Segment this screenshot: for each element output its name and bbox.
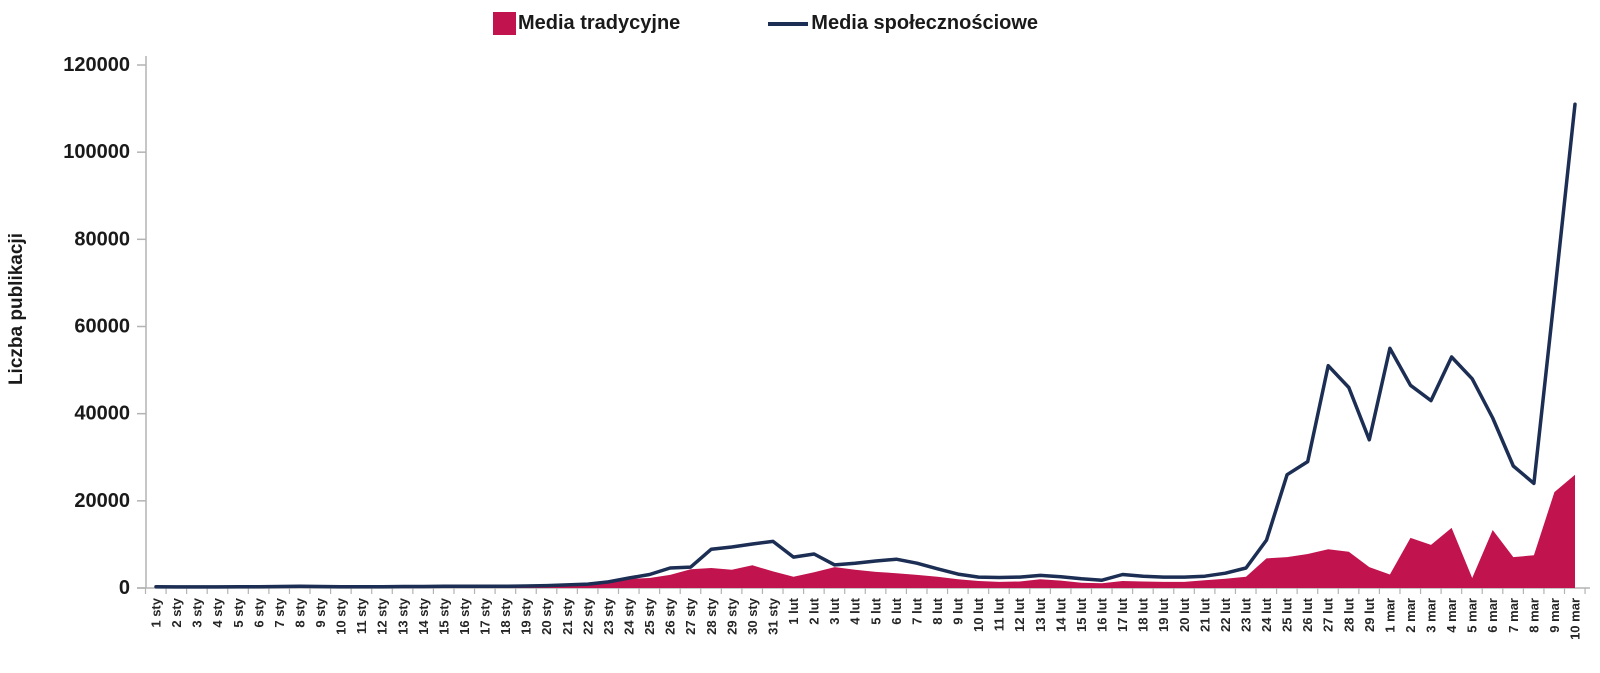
x-tick-label: 2 sty <box>169 597 184 627</box>
x-tick-label: 18 lut <box>1136 597 1151 632</box>
x-tick-label: 3 lut <box>827 597 842 624</box>
x-tick-label: 10 mar <box>1568 598 1583 640</box>
x-tick-label: 11 sty <box>354 597 369 634</box>
x-tick-label: 19 sty <box>519 597 534 635</box>
x-tick-label: 24 lut <box>1259 597 1274 632</box>
x-tick-label: 20 lut <box>1177 597 1192 632</box>
legend-label-media-spolecznosciowe: Media społecznościowe <box>811 12 1039 34</box>
x-tick-label: 21 sty <box>560 597 575 635</box>
line-media-spolecznosciowe <box>154 102 1577 589</box>
x-tick-label: 23 lut <box>1238 597 1253 632</box>
y-tick-label: 120000 <box>63 54 130 76</box>
x-tick-label: 14 lut <box>1053 597 1068 632</box>
x-tick-label: 9 mar <box>1547 598 1562 633</box>
area-media-tradycyjne <box>156 474 1575 588</box>
line-series-swatch-icon <box>768 21 809 26</box>
x-tick-label: 1 sty <box>149 597 164 627</box>
x-tick-label: 22 sty <box>580 597 595 635</box>
x-tick-label: 17 lut <box>1115 597 1130 632</box>
x-tick-label: 12 sty <box>375 597 390 635</box>
y-tick-label: 80000 <box>74 228 130 250</box>
x-tick-label: 25 sty <box>642 597 657 635</box>
x-tick-label: 20 sty <box>539 597 554 635</box>
x-tick-label: 13 lut <box>1033 597 1048 632</box>
x-tick-label: 24 sty <box>622 597 637 635</box>
x-tick-label: 26 lut <box>1300 597 1315 632</box>
x-tick-label: 15 sty <box>436 597 451 635</box>
x-tick-label: 11 lut <box>992 597 1007 631</box>
x-tick-label: 3 sty <box>190 597 205 627</box>
x-tick-label: 8 sty <box>292 597 307 627</box>
x-tick-label: 2 lut <box>807 597 822 624</box>
x-tick-label: 27 sty <box>683 597 698 635</box>
y-tick-label: 20000 <box>74 490 130 512</box>
x-tick-label: 25 lut <box>1280 597 1295 632</box>
x-tick-label: 8 lut <box>930 597 945 624</box>
x-tick-label: 5 mar <box>1465 598 1480 633</box>
x-tick-label: 26 sty <box>663 597 678 635</box>
legend-label-media-tradycyjne: Media tradycyjne <box>518 12 681 34</box>
x-tick-label: 1 lut <box>786 597 801 624</box>
x-tick-label: 27 lut <box>1321 597 1336 632</box>
x-tick-label: 10 lut <box>971 597 986 632</box>
x-tick-label: 1 mar <box>1382 598 1397 633</box>
x-tick-label: 7 mar <box>1506 598 1521 633</box>
area-series-swatch-icon <box>493 12 516 35</box>
y-tick-label: 100000 <box>63 141 130 163</box>
y-tick-label: 0 <box>119 577 130 599</box>
x-tick-label: 2 mar <box>1403 598 1418 633</box>
y-axis-title: Liczba publikacji <box>6 233 27 386</box>
x-tick-label: 22 lut <box>1218 597 1233 632</box>
x-tick-label: 31 sty <box>765 597 780 635</box>
x-tick-label: 30 sty <box>745 597 760 635</box>
x-tick-label: 23 sty <box>601 597 616 635</box>
legend-item-media-spolecznosciowe: Media społecznościowe <box>768 12 1038 35</box>
x-tick-label: 7 lut <box>909 597 924 624</box>
x-tick-label: 13 sty <box>395 597 410 635</box>
x-tick-label: 18 sty <box>498 597 513 635</box>
x-tick-label: 28 sty <box>704 597 719 635</box>
x-tick-label: 4 sty <box>210 597 225 627</box>
x-tick-label: 3 mar <box>1424 598 1439 633</box>
x-tick-label: 8 mar <box>1526 598 1541 633</box>
x-tick-label: 4 lut <box>848 597 863 624</box>
x-tick-label: 17 sty <box>478 597 493 635</box>
x-tick-label: 5 sty <box>231 597 246 627</box>
x-tick-label: 29 lut <box>1362 597 1377 632</box>
x-tick-label: 9 sty <box>313 597 328 627</box>
legend-item-media-tradycyjne: Media tradycyjne <box>493 12 680 35</box>
y-tick-label: 40000 <box>74 403 130 425</box>
x-tick-label: 6 mar <box>1485 598 1500 633</box>
x-tick-label: 6 sty <box>251 597 266 627</box>
x-tick-label: 28 lut <box>1341 597 1356 632</box>
x-tick-label: 5 lut <box>868 597 883 624</box>
x-tick-label: 16 sty <box>457 597 472 635</box>
x-tick-label: 14 sty <box>416 597 431 635</box>
x-tick-label: 16 lut <box>1095 597 1110 632</box>
x-tick-label: 9 lut <box>951 597 966 624</box>
x-tick-label: 7 sty <box>272 597 287 627</box>
x-tick-label: 15 lut <box>1074 597 1089 632</box>
x-tick-label: 12 lut <box>1012 597 1027 632</box>
x-tick-label: 4 mar <box>1444 598 1459 633</box>
legend: Media tradycyjne Media społecznościowe <box>493 12 1038 35</box>
x-tick-label: 21 lut <box>1197 597 1212 632</box>
x-tick-label: 19 lut <box>1156 597 1171 632</box>
x-tick-label: 29 sty <box>724 597 739 635</box>
x-tick-label: 10 sty <box>334 597 349 635</box>
y-tick-label: 60000 <box>74 316 130 338</box>
x-tick-label: 6 lut <box>889 597 904 624</box>
